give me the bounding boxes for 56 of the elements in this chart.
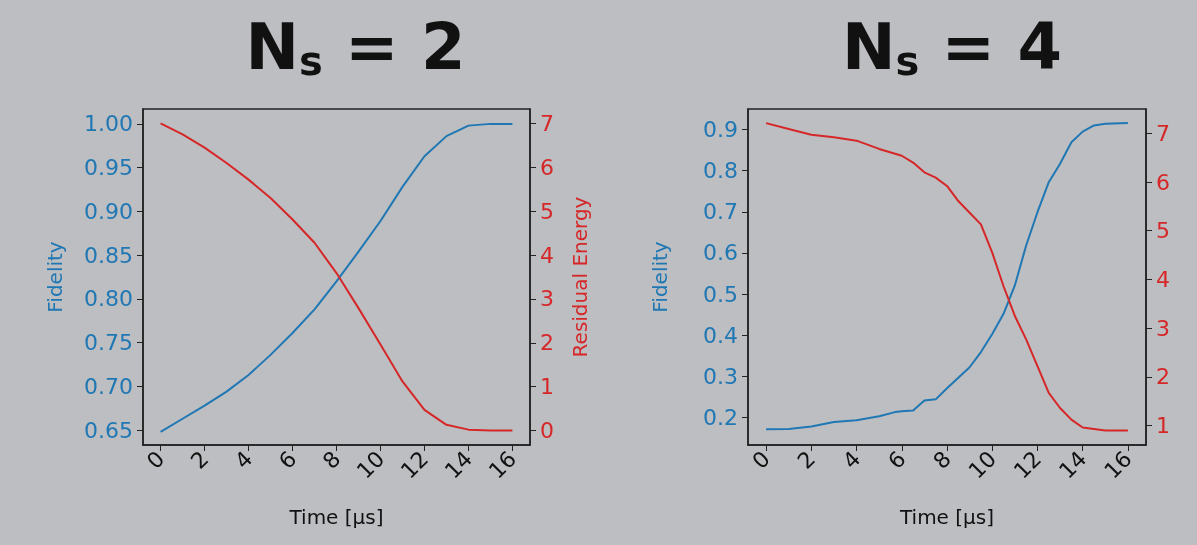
x-tick-label: 0 <box>747 446 775 474</box>
y2-tick-label: 7 <box>540 110 554 136</box>
y-tick-label: 0.65 <box>84 417 133 443</box>
y2-tick-label: 7 <box>1156 120 1170 146</box>
y2-tick-label: 0 <box>540 418 554 444</box>
x-tick-label: 12 <box>1008 446 1047 484</box>
y-tick-label: 0.4 <box>703 322 738 348</box>
y2-tick-label: 1 <box>540 374 554 400</box>
x-tick-label: 12 <box>395 446 434 484</box>
y-tick-label: 0.7 <box>703 199 738 225</box>
y2-tick-label: 4 <box>1156 266 1170 292</box>
y-tick-label: 0.8 <box>703 158 738 184</box>
y-tick-label: 0.5 <box>703 281 738 307</box>
y-tick-label: 0.3 <box>703 363 738 389</box>
x-axis-title: Time [μs] <box>898 505 995 529</box>
y2-tick-label: 6 <box>1156 169 1170 195</box>
x-tick-label: 8 <box>317 446 346 474</box>
x-tick-label: 10 <box>963 446 1002 484</box>
y-tick-label: 0.80 <box>84 286 133 312</box>
y2-tick-label: 3 <box>540 286 554 312</box>
y-tick-label: 0.6 <box>703 240 738 266</box>
x-tick-label: 14 <box>439 446 478 484</box>
x-tick-label: 0 <box>141 446 170 474</box>
y-axis-title: Fidelity <box>648 241 672 313</box>
x-tick-label: 2 <box>185 446 214 474</box>
y-tick-label: 0.85 <box>84 242 133 268</box>
chart-title: Ns = 4 <box>841 10 1063 84</box>
y2-tick-label: 4 <box>540 242 554 268</box>
y2-tick-label: 2 <box>1156 364 1170 390</box>
y-tick-label: 0.90 <box>84 198 133 224</box>
x-axis-title: Time [μs] <box>288 505 384 529</box>
y-tick-label: 0.2 <box>703 404 738 430</box>
x-tick-label: 10 <box>351 446 390 484</box>
x-tick-label: 6 <box>273 446 302 474</box>
x-tick-label: 8 <box>928 446 956 474</box>
x-tick-label: 4 <box>229 446 258 474</box>
x-tick-label: 14 <box>1054 446 1092 484</box>
y2-axis-title: Residual Energy <box>568 196 592 358</box>
y-tick-label: 0.95 <box>84 155 133 181</box>
y2-tick-label: 2 <box>540 330 554 356</box>
x-tick-label: 16 <box>1099 446 1137 484</box>
y-tick-label: 0.75 <box>84 330 133 356</box>
y-tick-label: 0.70 <box>84 373 133 399</box>
x-tick-label: 6 <box>883 446 911 474</box>
x-tick-label: 16 <box>483 446 522 484</box>
y2-tick-label: 5 <box>1156 218 1170 244</box>
x-tick-label: 4 <box>837 446 866 474</box>
y2-tick-label: 6 <box>540 154 554 180</box>
y2-tick-label: 3 <box>1156 315 1170 341</box>
x-tick-label: 2 <box>792 446 821 474</box>
y-tick-label: 1.00 <box>84 111 133 137</box>
y-axis-title: Fidelity <box>43 241 67 313</box>
y2-tick-label: 5 <box>540 198 554 224</box>
y-tick-label: 0.9 <box>703 117 738 143</box>
y2-tick-label: 1 <box>1156 413 1170 439</box>
chart-title: Ns = 2 <box>245 10 466 84</box>
